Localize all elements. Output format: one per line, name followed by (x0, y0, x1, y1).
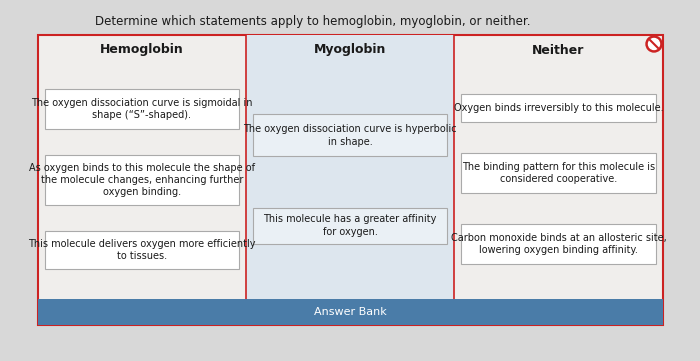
Text: The oxygen dissociation curve is hyperbolic
in shape.: The oxygen dissociation curve is hyperbo… (243, 124, 457, 147)
Bar (45, 231, 239, 269)
Text: This molecule has a greater affinity
for oxygen.: This molecule has a greater affinity for… (263, 214, 437, 237)
Text: Answer Bank: Answer Bank (314, 307, 387, 317)
Bar (45, 89, 239, 129)
Text: As oxygen binds to this molecule the shape of
the molecule changes, enhancing fu: As oxygen binds to this molecule the sha… (29, 162, 255, 197)
Bar (253, 114, 447, 156)
Circle shape (646, 36, 662, 52)
Text: The binding pattern for this molecule is
considered cooperative.: The binding pattern for this molecule is… (462, 162, 655, 184)
Text: This molecule delivers oxygen more efficiently
to tissues.: This molecule delivers oxygen more effic… (28, 239, 256, 261)
Text: Oxygen binds irreversibly to this molecule.: Oxygen binds irreversibly to this molecu… (454, 103, 664, 113)
Text: Neither: Neither (532, 43, 584, 57)
Text: Myoglobin: Myoglobin (314, 43, 386, 57)
Bar (38, 35, 663, 325)
Bar (38, 299, 663, 325)
Circle shape (648, 39, 659, 49)
Text: The oxygen dissociation curve is sigmoidal in
shape (“S”-shaped).: The oxygen dissociation curve is sigmoid… (32, 98, 253, 120)
Bar (246, 35, 454, 325)
Bar (461, 224, 656, 264)
Text: Determine which statements apply to hemoglobin, myoglobin, or neither.: Determine which statements apply to hemo… (95, 16, 531, 29)
Bar (253, 208, 447, 244)
Text: Carbon monoxide binds at an allosteric site,
lowering oxygen binding affinity.: Carbon monoxide binds at an allosteric s… (451, 233, 666, 255)
Text: Hemoglobin: Hemoglobin (100, 43, 184, 57)
Bar (461, 153, 656, 193)
Bar (461, 94, 656, 122)
Bar (45, 155, 239, 205)
